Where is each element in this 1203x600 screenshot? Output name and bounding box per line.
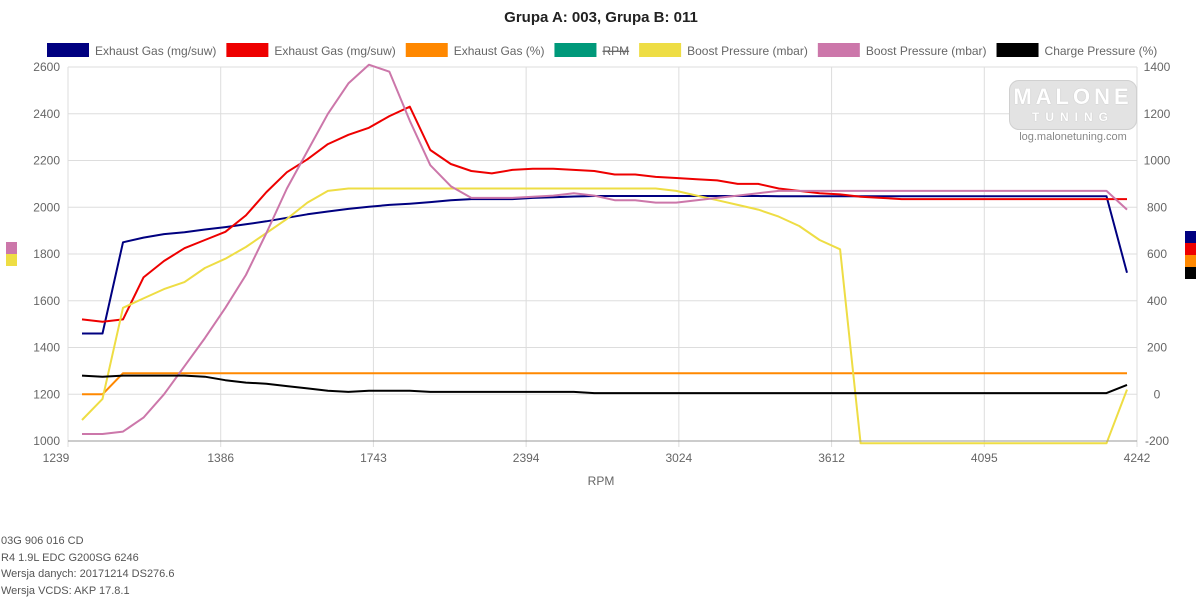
logo-text-bottom: TUNING [1032,110,1114,124]
logo-text-top: MALONE [1013,84,1133,109]
legend-swatch [996,43,1039,57]
legend-label: Exhaust Gas (mg/suw) [95,44,216,58]
y-left-tick-label: 2000 [33,200,60,214]
legend-label: Exhaust Gas (mg/suw) [274,44,395,58]
y-left-tick-label: 1600 [33,294,60,308]
y-right-tick-label: -200 [1145,434,1169,448]
y-left-tick-label: 2200 [33,154,60,168]
legend-swatch [405,43,448,57]
x-tick-label: 2394 [513,451,540,465]
legend-swatch [639,43,682,57]
legend-label: Charge Pressure (%) [1045,44,1158,58]
series-line [81,187,1128,445]
y-left-tick-label: 2600 [33,60,60,74]
x-tick-label: 3024 [666,451,693,465]
x-tick-label: 1743 [360,451,387,465]
series-line [82,372,1127,396]
y-left-series-marker [6,242,17,254]
y-right-tick-label: 0 [1154,387,1161,401]
y-left-tick-label: 1200 [33,387,60,401]
series-line [82,195,1128,335]
series-line [81,374,1128,395]
y-left-series-marker [6,254,17,266]
x-tick-label: 1386 [207,451,234,465]
legend-label: RPM [602,44,629,58]
info-engine: R4 1.9L EDC G200SG 6246 [1,552,139,564]
y-left-tick-label: 2400 [33,107,60,121]
legend-swatch [817,43,860,57]
legend-label: Exhaust Gas (%) [454,44,545,58]
y-right-tick-label: 400 [1147,294,1167,308]
x-tick-label: 4095 [971,451,998,465]
y-right-tick-label: 200 [1147,341,1167,355]
chart-title: Grupa A: 003, Grupa B: 011 [504,9,698,26]
legend-swatch [47,43,89,57]
y-right-tick-label: 1400 [1144,60,1171,74]
x-axis: 1239 1386 1743 2394 3024 3612 4095 4242 [43,440,1151,465]
info-ecu-part: 03G 906 016 CD [1,535,84,547]
y-left-tick-label: 1800 [33,247,60,261]
malone-tuning-logo: MALONE TUNING [1009,80,1137,130]
y-axis-right: -200 0 200 400 600 800 1000 1200 1400 [1144,60,1171,448]
x-axis-title: RPM [588,474,615,488]
info-data-version: Wersja danych: 20171214 DS276.6 [1,568,175,580]
legend[interactable]: Exhaust Gas (mg/suw) Exhaust Gas (mg/suw)… [47,43,1157,58]
grid [67,66,1138,447]
x-tick-label: 1239 [43,451,70,465]
y-left-tick-label: 1000 [33,434,60,448]
legend-label: Boost Pressure (mbar) [866,44,987,58]
x-tick-label: 4242 [1124,451,1151,465]
logo-url[interactable]: log.malonetuning.com [1019,131,1127,143]
y-right-series-marker [1185,243,1196,255]
series-line [81,105,1127,323]
legend-label: Boost Pressure (mbar) [687,44,808,58]
series-line [82,63,1128,435]
series-lines [81,63,1128,445]
y-right-series-marker [1185,255,1196,267]
legend-swatch [226,43,269,57]
y-right-tick-label: 600 [1147,247,1167,261]
y-left-tick-label: 1400 [33,341,60,355]
y-right-tick-label: 1000 [1144,154,1171,168]
legend-swatch [554,43,597,57]
y-right-series-marker [1185,267,1196,279]
info-vcds-version: Wersja VCDS: AKP 17.8.1 [1,585,130,597]
y-right-tick-label: 1200 [1144,107,1171,121]
axis-markers [6,231,1196,279]
y-right-tick-label: 800 [1147,200,1167,214]
y-axis-left: 1000 1200 1400 1600 1800 2000 2200 2400 2600 [33,60,60,448]
x-tick-label: 3612 [818,451,845,465]
y-right-series-marker [1185,231,1196,243]
